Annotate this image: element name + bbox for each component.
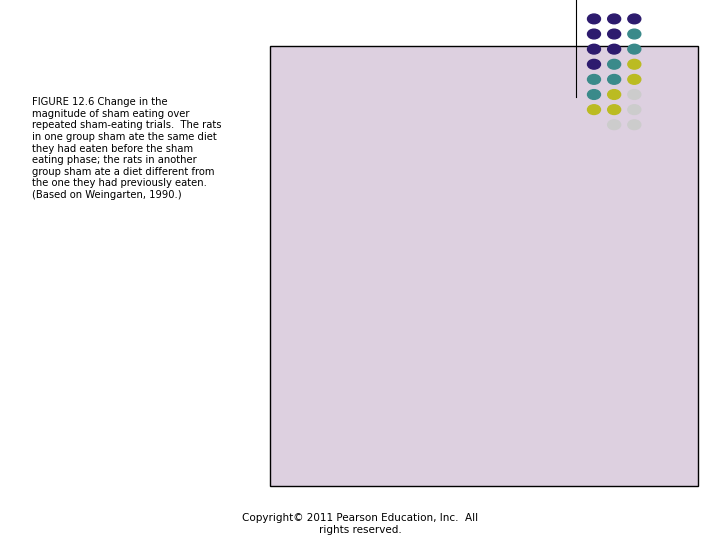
Familiar-food condition	[498, 249, 507, 256]
Y-axis label: Amount Eaten (milliliters): Amount Eaten (milliliters)	[286, 180, 299, 333]
Line: Familiar-food condition: Familiar-food condition	[361, 150, 644, 348]
Text: Normal-eating baseline: Normal-eating baseline	[353, 386, 511, 396]
Familiar-food condition	[429, 305, 438, 311]
Unfamiliar-food condition	[567, 134, 575, 141]
Familiar-food condition	[361, 340, 369, 347]
Unfamiliar-food condition	[498, 164, 507, 170]
Bar	[339, 340, 347, 435]
Text: FIGURE 12.6 Change in the
magnitude of sham eating over
repeated sham-eating tri: FIGURE 12.6 Change in the magnitude of s…	[32, 97, 222, 200]
Unfamiliar-food condition	[635, 138, 644, 145]
Text: Copyright© 2011 Pearson Education, Inc.  All
rights reserved.: Copyright© 2011 Pearson Education, Inc. …	[242, 513, 478, 535]
Unfamiliar-food condition	[361, 206, 369, 212]
Familiar-food condition	[567, 158, 575, 165]
Familiar-food condition	[635, 150, 644, 157]
X-axis label: Sham-Eating Tests: Sham-Eating Tests	[433, 458, 572, 471]
Unfamiliar-food condition	[429, 166, 438, 173]
Legend: Unfamiliar-food condition, Familiar-food condition: Unfamiliar-food condition, Familiar-food…	[327, 82, 499, 114]
Line: Unfamiliar-food condition: Unfamiliar-food condition	[361, 133, 644, 213]
